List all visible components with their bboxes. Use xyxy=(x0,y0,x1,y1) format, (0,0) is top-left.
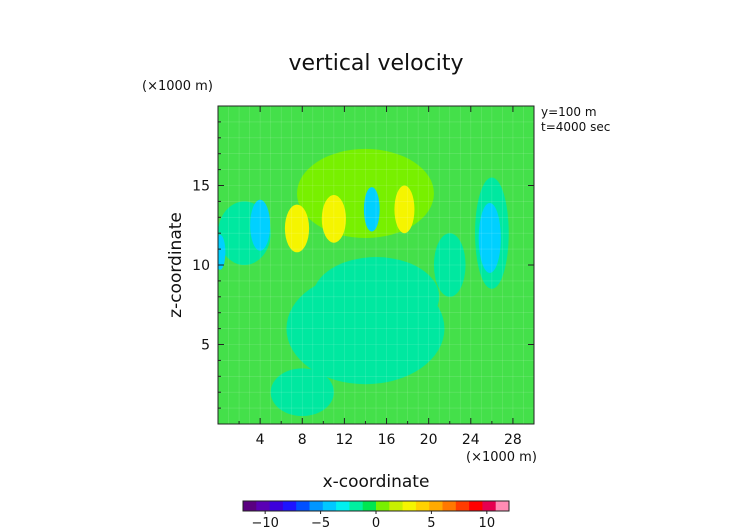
colorbar-tick-label: −10 xyxy=(251,516,278,531)
x-tick-label: 4 xyxy=(256,432,265,448)
contour-region-5 xyxy=(312,257,440,337)
contour-region-7 xyxy=(284,204,310,253)
colorbar-segment xyxy=(376,501,390,511)
colorbar-segment xyxy=(469,501,483,511)
colorbar-segment xyxy=(269,501,284,511)
colorbar-segment xyxy=(455,501,470,511)
colorbar-segment xyxy=(429,501,443,511)
colorbar-segment xyxy=(282,501,297,511)
annotation-time: t=4000 sec xyxy=(541,120,610,134)
y-tick-label: 15 xyxy=(192,179,210,195)
x-tick-label: 28 xyxy=(504,432,522,448)
colorbar-segment xyxy=(296,501,310,511)
contour-region-11 xyxy=(363,187,380,232)
x-axis-label: x-coordinate xyxy=(323,472,430,492)
contour-region-12 xyxy=(478,202,501,273)
plot-area xyxy=(217,105,535,425)
colorbar-segment xyxy=(389,501,403,511)
contour-region-8 xyxy=(321,195,346,243)
colorbar xyxy=(242,500,510,512)
colorbar-tick-label: −5 xyxy=(311,516,330,531)
contour-region-1 xyxy=(270,368,334,417)
colorbar-segment xyxy=(256,501,270,511)
colorbar-tick-label: 10 xyxy=(479,516,496,531)
x-tick-label: 24 xyxy=(462,432,480,448)
contour-region-10 xyxy=(250,199,271,251)
contour-region-9 xyxy=(394,185,415,234)
colorbar-segment xyxy=(322,501,337,511)
colorbar-segment xyxy=(243,501,257,511)
colorbar-segment xyxy=(482,501,497,511)
y-tick-label: 5 xyxy=(201,338,210,354)
x-tick-label: 16 xyxy=(378,432,396,448)
x-axis-unit: (×1000 m) xyxy=(466,450,537,465)
annotation-y-position: y=100 m xyxy=(541,105,597,119)
colorbar-segment xyxy=(415,501,430,511)
colorbar-segment xyxy=(349,501,364,511)
x-tick-label: 12 xyxy=(335,432,353,448)
contour-region-13 xyxy=(218,234,226,270)
x-axis-ticks: 4 8 12 16 20 24 28 xyxy=(238,106,522,448)
colorbar-ticks: −10 −5 0 5 10 xyxy=(251,511,495,531)
x-tick-label: 8 xyxy=(298,432,307,448)
x-tick-label: 20 xyxy=(420,432,438,448)
colorbar-segment xyxy=(442,501,457,511)
colorbar-segment xyxy=(495,501,510,511)
colorbar-segment xyxy=(362,501,377,511)
colorbar-segment xyxy=(336,501,350,511)
colorbar-tick-label: 5 xyxy=(427,516,435,531)
grid-lines xyxy=(217,105,535,425)
y-axis-unit: (×1000 m) xyxy=(142,79,213,94)
y-axis-label: z-coordinate xyxy=(166,212,186,318)
colorbar-tick-label: 0 xyxy=(372,516,380,531)
y-axis-ticks: 5 10 15 xyxy=(192,121,534,409)
y-tick-label: 10 xyxy=(192,258,210,274)
chart-title: vertical velocity xyxy=(288,51,463,76)
colorbar-segment xyxy=(402,501,417,511)
contour-region-2 xyxy=(433,233,466,297)
colorbar-segment xyxy=(309,501,324,511)
contour-regions xyxy=(218,148,509,417)
